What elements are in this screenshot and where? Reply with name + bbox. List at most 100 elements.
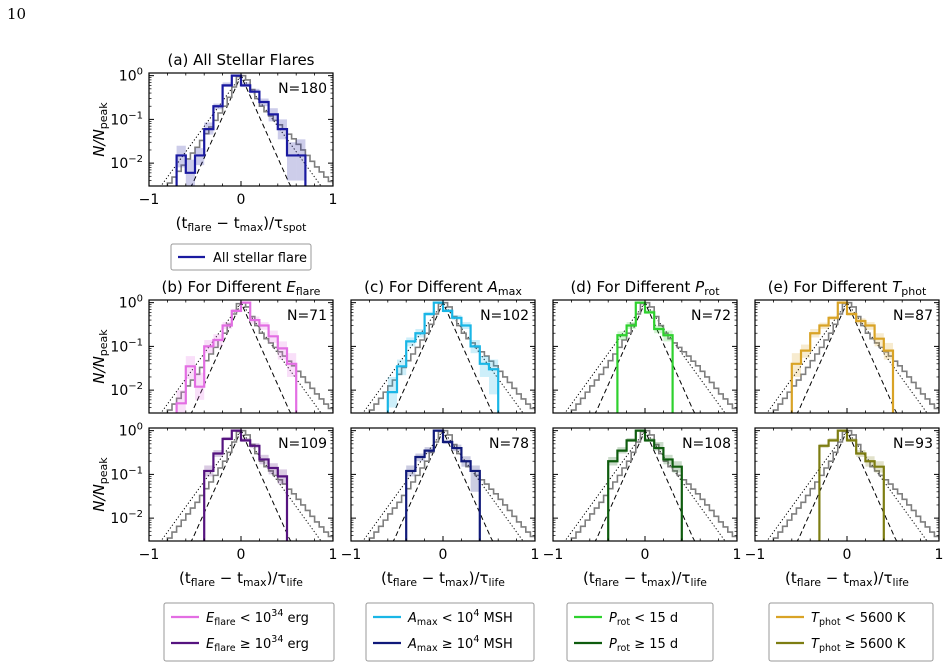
panel-c: N=102 (c) For Different Amax [350, 278, 536, 414]
model-line-wide [149, 429, 333, 541]
panel-d2: −1 0 1 N=108 (tflare − tmax)/τlife [543, 427, 742, 589]
x-tick-label: −1 [543, 547, 564, 563]
count-label: N=87 [893, 308, 933, 324]
x-tick-label: −1 [341, 547, 362, 563]
band-bin [185, 356, 195, 379]
band-bin [874, 333, 884, 347]
x-tick-label: 0 [641, 547, 650, 563]
y-tick-label: 10−2 [110, 154, 143, 172]
y-axis-label: N/Npeak [90, 329, 110, 384]
legend-label: Amax ≥ 104 MSH [407, 634, 513, 654]
count-label: N=71 [287, 308, 327, 324]
band-bin [791, 353, 801, 377]
x-axis-label: (tflare − tmax)/τlife [179, 569, 303, 589]
panel-title: (b) For Different Eflare [162, 278, 321, 298]
count-label: N=72 [691, 308, 731, 324]
model-line-wide [553, 429, 737, 541]
series-line-p_high [607, 429, 683, 541]
legend-b [163, 602, 335, 662]
x-tick-label: −1 [139, 547, 160, 563]
model-line-wide [149, 301, 333, 413]
legend-label: Tphot < 5600 K [811, 611, 906, 628]
model-line-wide [149, 74, 333, 186]
series-line-e_high [203, 429, 289, 541]
band-bin [277, 341, 287, 360]
panel-b: 10−2 10−1 100 N=71 (b) For Different Eflare N… [90, 278, 334, 414]
panel-e2: −1 0 1 N=93 (tflare − tmax)/τlife [745, 427, 944, 589]
series-line-t_high [818, 429, 885, 541]
band-bin [195, 148, 205, 166]
x-tick-label: 1 [531, 547, 540, 563]
panel-d: N=72 (d) For Different Prot [552, 278, 738, 414]
panel-e: N=87 (e) For Different Tphot [754, 278, 940, 414]
page-number: 10 [7, 5, 27, 23]
legend-label: Tphot ≥ 5600 K [811, 637, 906, 654]
model-line-wide [755, 301, 939, 413]
x-tick-label: −1 [745, 547, 766, 563]
model-line-wide [351, 429, 535, 541]
y-tick-label: 100 [119, 294, 143, 312]
band-bin [654, 442, 664, 451]
model-line-wide [553, 301, 737, 413]
legend-a [170, 243, 312, 271]
panel-title: (a) All Stellar Flares [168, 51, 315, 69]
legend-label: All stellar flare [213, 251, 307, 266]
panel-c2: −1 0 1 N=78 (tflare − tmax)/τlife [341, 427, 540, 589]
legend-label: Eflare ≥ 1034 erg [206, 634, 309, 654]
panel-title: (d) For Different Prot [570, 278, 720, 298]
count-label: N=93 [893, 436, 933, 452]
model-line-wide [755, 429, 939, 541]
y-tick-label: 100 [119, 422, 143, 440]
x-tick-label: 1 [329, 192, 338, 208]
legend-e [768, 602, 934, 662]
band-bin [176, 145, 186, 168]
legend-label: Prot ≥ 15 d [609, 637, 678, 654]
reference-histogram [368, 429, 535, 541]
count-label: N=180 [278, 81, 327, 97]
x-tick-label: 0 [439, 547, 448, 563]
y-tick-label: 10−1 [110, 465, 143, 483]
panel-title: (c) For Different Amax [364, 278, 522, 298]
legend-d [566, 602, 714, 662]
y-axis-label: N/Npeak [90, 457, 110, 512]
band-bin [287, 353, 297, 377]
count-label: N=78 [489, 436, 529, 452]
band-bin [176, 390, 186, 413]
x-tick-label: 1 [329, 547, 338, 563]
series-line-a_high [405, 429, 481, 541]
legend-label: Eflare < 1034 erg [206, 608, 309, 628]
x-tick-label: −1 [139, 192, 160, 208]
x-axis-label: (tflare − tmax)/τspot [176, 214, 307, 234]
y-axis-label: N/Npeak [90, 102, 110, 157]
x-axis-label: (tflare − tmax)/τlife [381, 569, 505, 589]
x-axis-label: (tflare − tmax)/τlife [785, 569, 909, 589]
y-tick-label: 10−2 [110, 381, 143, 399]
band-bin [479, 356, 489, 377]
x-axis-label: (tflare − tmax)/τlife [583, 569, 707, 589]
band-bin [470, 465, 480, 492]
x-tick-label: 1 [733, 547, 742, 563]
x-tick-label: 1 [935, 547, 944, 563]
legend-c [365, 602, 535, 662]
panel-a: −1 0 1 10−2 10−1 100 N=180 (a) All Stellar Flar… [90, 51, 337, 234]
y-tick-label: 10−1 [110, 110, 143, 128]
count-label: N=108 [682, 436, 731, 452]
y-tick-label: 100 [119, 67, 143, 85]
band-bin [296, 139, 306, 181]
y-tick-label: 10−1 [110, 337, 143, 355]
band-bin [287, 142, 297, 181]
reference-histogram [772, 301, 939, 413]
series-line-a_low [386, 301, 500, 413]
x-tick-label: 0 [237, 192, 246, 208]
panel-title: (e) For Different Tphot [768, 278, 927, 298]
count-label: N=109 [278, 436, 327, 452]
legend-label: Amax < 104 MSH [407, 608, 513, 628]
series-line-e_low [175, 301, 298, 413]
x-tick-label: 0 [843, 547, 852, 563]
legend-label: Prot < 15 d [609, 611, 678, 628]
series-line-p_low [616, 301, 674, 413]
panel-b2: −1 0 1 10−2 10−1 100 N=109 N/Npeak (tflare − tma… [90, 422, 337, 589]
x-tick-label: 0 [237, 547, 246, 563]
series-line-t_low [790, 301, 895, 413]
